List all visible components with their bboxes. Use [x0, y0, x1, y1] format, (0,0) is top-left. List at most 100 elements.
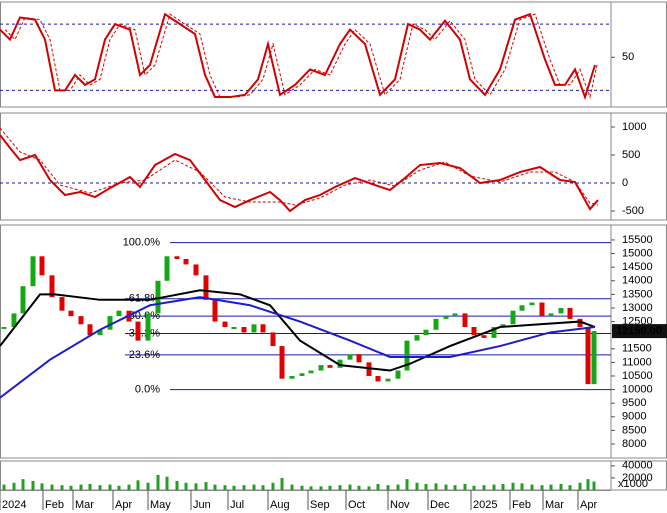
volume-bar	[60, 485, 64, 490]
volume-bar	[242, 485, 246, 490]
price-bar	[231, 327, 237, 330]
volume-bar	[568, 485, 572, 490]
x-tick-label: Feb	[45, 499, 64, 511]
y-tick-label: 14000	[622, 275, 653, 287]
price-bar	[548, 313, 554, 317]
x-tick-label: Sep	[310, 499, 330, 511]
y-tick-label: 9500	[622, 397, 646, 409]
volume-bar	[357, 485, 361, 490]
y-tick-label: 13500	[622, 288, 653, 300]
y-tick-label: 0	[622, 177, 628, 189]
price-bar	[20, 286, 26, 314]
price-bar	[491, 327, 497, 338]
price-bar	[404, 340, 410, 371]
y-tick-label: 15000	[622, 247, 653, 259]
price-bar	[308, 370, 314, 374]
last-price-label: 12150.00	[616, 325, 662, 337]
price-bar	[585, 327, 591, 385]
volume-bar	[300, 485, 304, 490]
price-bar	[107, 316, 113, 330]
price-bar	[222, 321, 228, 328]
x-tick-label: Nov	[390, 499, 410, 511]
volume-bar	[501, 483, 505, 490]
price-bar	[423, 329, 429, 336]
x-tick-label: Mar	[75, 499, 94, 511]
price-bar	[174, 256, 180, 260]
volume-bar	[463, 483, 467, 490]
volume-bar	[290, 484, 294, 490]
price-bar	[212, 299, 218, 322]
volume-bar	[396, 484, 400, 490]
price-bar	[87, 324, 93, 336]
volume-bar	[98, 485, 102, 490]
volume-bar	[50, 484, 54, 490]
x-tick-label: Apr	[580, 499, 597, 511]
price-bar	[443, 316, 449, 319]
price-bar	[558, 307, 564, 314]
price-bar	[11, 313, 17, 328]
volume-bar	[146, 482, 150, 490]
price-bar	[68, 310, 74, 317]
y-tick-label: 11000	[622, 356, 652, 368]
price-bar	[183, 259, 189, 265]
volume-bar	[223, 485, 227, 490]
volume-bar	[127, 484, 131, 490]
price-bar	[519, 305, 525, 311]
volume-bar	[578, 482, 582, 490]
price-bar	[241, 327, 247, 333]
price-bar	[462, 313, 468, 328]
price-bar	[49, 275, 55, 298]
x-tick-label: Jun	[193, 499, 211, 511]
volume-bar	[482, 485, 486, 490]
price-bar	[155, 280, 161, 314]
volume-bar	[444, 484, 448, 490]
price-bar	[318, 365, 324, 371]
price-bar	[145, 313, 151, 341]
price-bar	[433, 318, 439, 330]
x-tick-label: Apr	[115, 499, 132, 511]
last-price-box	[612, 324, 667, 339]
volume-bar	[184, 482, 188, 490]
price-bar	[327, 365, 333, 368]
price-bar	[567, 307, 573, 319]
volume-bar	[319, 486, 323, 490]
price-bar	[1, 327, 7, 330]
price-bar	[385, 378, 391, 382]
price-bar	[30, 256, 36, 287]
x-tick-label: 2025	[473, 499, 497, 511]
price-bar	[164, 256, 170, 281]
panel-frame	[0, 224, 667, 459]
price-bar	[337, 359, 343, 368]
volume-bar	[204, 482, 208, 490]
volume-bar	[549, 484, 553, 490]
signal-line	[4, 13, 598, 99]
indicator-line	[0, 134, 599, 213]
volume-bar	[586, 479, 590, 490]
volume-bar	[559, 483, 563, 490]
volume-bar	[165, 476, 169, 490]
price-bar	[471, 327, 477, 336]
volume-bar	[492, 484, 496, 490]
price-bar	[577, 318, 583, 328]
volume-bar	[520, 483, 524, 490]
volume-bar	[472, 485, 476, 490]
y-tick-label: 50	[622, 51, 634, 63]
volume-bar	[424, 483, 428, 490]
volume-bar	[453, 485, 457, 490]
fib-label: 0.0%	[135, 383, 160, 395]
volume-bar	[213, 484, 217, 490]
volume-bar	[21, 479, 25, 490]
volume-bar	[338, 485, 342, 490]
unit-label: x1000	[618, 478, 648, 490]
x-tick-label: Mar	[545, 499, 564, 511]
x-tick-label: 2024	[2, 499, 26, 511]
volume-bar	[309, 486, 313, 490]
y-tick-label: 10500	[622, 370, 653, 382]
volume-bar	[271, 482, 275, 490]
volume-bar	[434, 483, 438, 490]
indicator-line	[0, 12, 596, 101]
volume-bar	[530, 484, 534, 490]
price-bar	[452, 313, 458, 317]
price-bar	[347, 354, 353, 360]
